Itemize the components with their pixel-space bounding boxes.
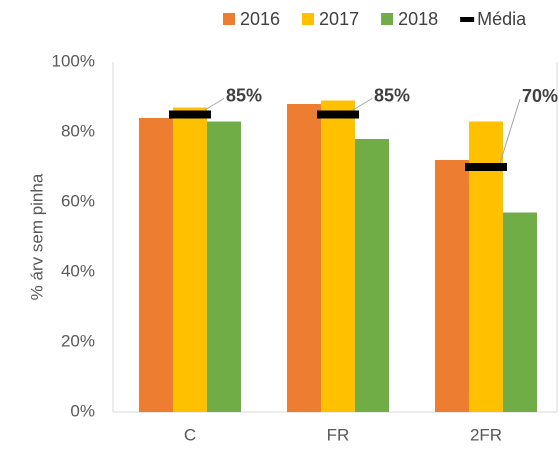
- legend-label: 2017: [319, 9, 359, 29]
- legend-swatch: [381, 13, 394, 25]
- data-label: 85%: [226, 85, 262, 105]
- y-tick-label: 40%: [61, 261, 95, 280]
- bar: [355, 139, 389, 412]
- leader-line: [203, 98, 225, 111]
- legend-label: Média: [477, 9, 527, 29]
- data-label: 85%: [374, 85, 410, 105]
- legend-swatch: [223, 13, 235, 25]
- x-tick-label: FR: [327, 425, 350, 444]
- x-tick-label: C: [184, 425, 196, 444]
- y-tick-label: 60%: [61, 191, 95, 210]
- mean-marker: [317, 110, 359, 119]
- legend-swatch: [302, 13, 315, 25]
- bar: [321, 100, 355, 412]
- data-label: 70%: [522, 86, 558, 106]
- leader-line: [499, 98, 521, 164]
- legend-label: 2016: [240, 9, 280, 29]
- x-tick-label: 2FR: [470, 425, 502, 444]
- bar: [207, 121, 241, 412]
- bar: [435, 160, 469, 412]
- bar: [287, 104, 321, 412]
- legend-label: 2018: [398, 9, 438, 29]
- y-axis-title: % árv sem pinha: [27, 173, 46, 300]
- y-tick-label: 0%: [70, 401, 95, 420]
- y-tick-label: 20%: [61, 331, 95, 350]
- leader-line: [351, 98, 373, 111]
- mean-marker: [169, 110, 211, 119]
- legend-swatch: [460, 17, 475, 22]
- y-tick-label: 100%: [52, 51, 95, 70]
- bar: [503, 212, 537, 412]
- bar: [139, 118, 173, 412]
- bar: [173, 107, 207, 412]
- y-tick-label: 80%: [61, 121, 95, 140]
- mean-marker: [465, 163, 507, 171]
